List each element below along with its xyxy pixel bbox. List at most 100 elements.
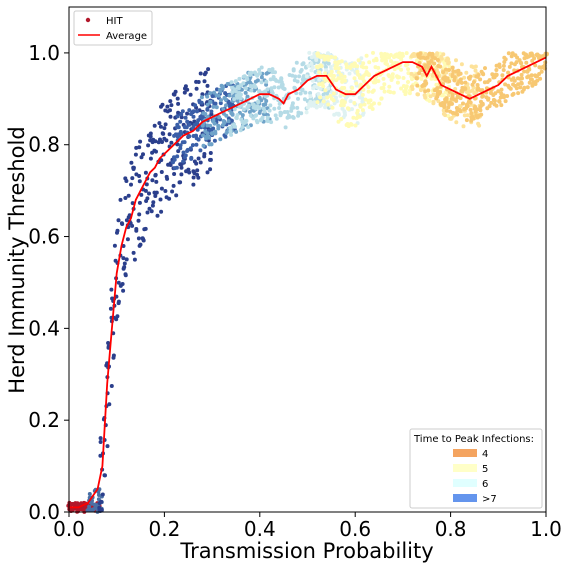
hit-point [106, 341, 111, 345]
hit-point [321, 99, 326, 104]
hit-point [217, 115, 222, 120]
hit-point [152, 123, 157, 128]
hit-point [299, 68, 304, 72]
hit-point [111, 353, 116, 358]
hit-point [208, 167, 213, 172]
hit-point [202, 72, 207, 77]
hit-point [522, 69, 527, 74]
hit-point [246, 125, 251, 129]
hit-point [342, 74, 347, 79]
hit-point [230, 90, 235, 95]
hit-point [390, 72, 395, 77]
hit-point [476, 73, 481, 77]
hit-point [255, 78, 260, 83]
hit-point [205, 107, 210, 111]
hit-point [241, 74, 246, 79]
hit-point [366, 73, 371, 78]
hit-point [480, 88, 485, 93]
hit-point [453, 87, 458, 91]
hit-point [497, 99, 502, 104]
hit-point [154, 149, 158, 154]
hit-point [506, 51, 511, 56]
hit-point [423, 95, 428, 100]
hit-point [423, 79, 428, 84]
hit-point [185, 149, 190, 153]
hit-point [222, 120, 227, 125]
hit-point [198, 160, 203, 165]
hit-point [350, 85, 355, 90]
hit-point [205, 102, 210, 107]
hit-point [221, 107, 226, 112]
hit-point [233, 124, 237, 129]
legend-label-7plus: >7 [482, 494, 497, 505]
hit-point [526, 74, 531, 79]
hit-point [381, 76, 386, 81]
hit-point [362, 102, 367, 107]
hit-point [151, 200, 156, 205]
hit-point [109, 384, 114, 388]
hit-point [355, 69, 360, 74]
hit-point [141, 152, 145, 157]
hit-point [359, 82, 363, 87]
hit-point [530, 58, 535, 63]
hit-point [219, 98, 223, 103]
hit-point [360, 99, 365, 104]
hit-point [447, 68, 451, 72]
hit-point [189, 156, 194, 161]
hit-point [183, 153, 188, 158]
hit-point [357, 114, 362, 119]
hit-point [98, 436, 103, 441]
hit-point [272, 106, 277, 111]
hit-point [360, 96, 365, 101]
hit-point [374, 58, 379, 63]
hit-point [452, 78, 457, 83]
x-tick-label: 0.4 [244, 517, 276, 541]
hit-point [462, 75, 467, 80]
hit-point [473, 68, 478, 73]
hit-point [168, 108, 172, 113]
hit-point [479, 112, 484, 117]
hit-point [179, 165, 184, 170]
hit-point [187, 134, 192, 139]
hit-point [418, 51, 423, 56]
hit-point [312, 51, 317, 56]
hit-point [444, 98, 449, 102]
hit-point [399, 86, 404, 91]
hit-point [323, 88, 328, 93]
hit-point [511, 91, 516, 96]
hit-point [478, 77, 483, 82]
hit-point [223, 97, 228, 102]
hit-point [411, 54, 416, 58]
hit-point [443, 113, 448, 118]
hit-point [308, 94, 313, 99]
hit-point [353, 123, 358, 128]
hit-point [243, 90, 248, 95]
hit-point [440, 93, 445, 97]
hit-point [199, 95, 204, 100]
hit-point [257, 71, 262, 76]
hit-point [360, 108, 365, 113]
hit-point [296, 96, 300, 101]
hit-point [200, 92, 205, 97]
hit-point [163, 189, 168, 193]
hit-point [333, 66, 338, 71]
hit-point [259, 80, 264, 85]
hit-point [444, 108, 449, 113]
hit-point [497, 62, 502, 67]
hit-point [468, 74, 473, 79]
hit-point [475, 83, 480, 87]
hit-point [354, 81, 359, 86]
hit-point [171, 183, 176, 188]
hit-point [137, 200, 142, 205]
hit-point [400, 51, 405, 56]
hit-point [315, 100, 320, 105]
hit-point [331, 98, 336, 103]
hit-point [159, 170, 164, 174]
hit-point [416, 92, 420, 97]
hit-point [137, 145, 142, 150]
hit-point [348, 89, 353, 94]
hit-point [138, 242, 143, 247]
hit-point [233, 89, 238, 94]
hit-point [205, 83, 210, 88]
hit-point [494, 73, 499, 78]
